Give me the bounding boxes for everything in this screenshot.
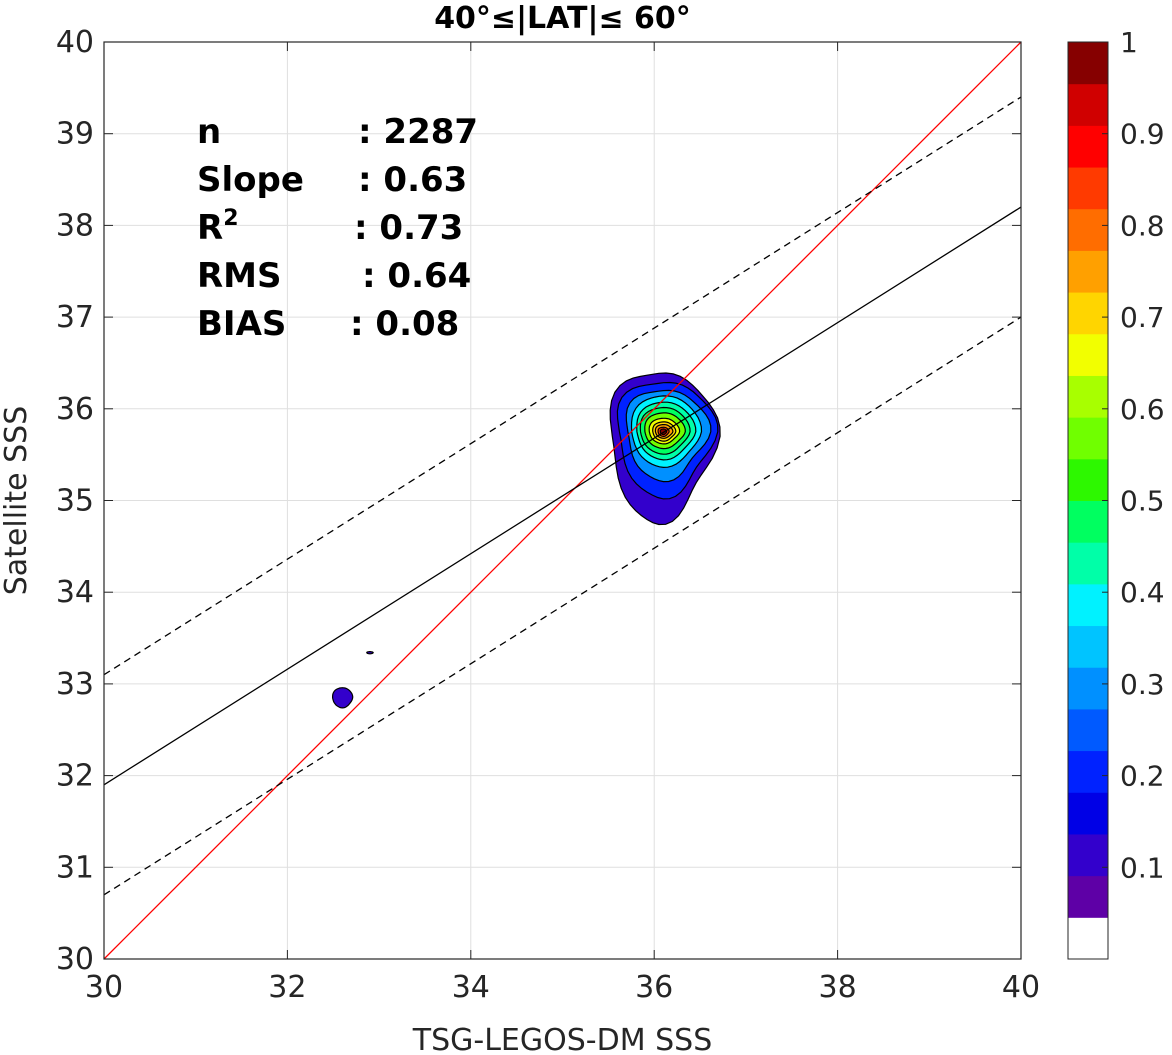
stat-value: : 0.73: [354, 208, 463, 248]
colorbar-segment: [1068, 500, 1108, 543]
colorbar-segment: [1068, 125, 1108, 168]
stat-value: : 2287: [358, 112, 478, 152]
colorbar-segment: [1068, 917, 1108, 960]
colorbar-segment: [1068, 667, 1108, 710]
y-tick-label: 32: [56, 759, 94, 794]
black-solid-line: [103, 206, 1022, 786]
colorbar-segment: [1068, 625, 1108, 668]
y-tick-label: 37: [56, 300, 94, 335]
y-tick-label: 33: [56, 667, 94, 702]
stat-label: Slope: [197, 160, 304, 200]
colorbar-tick-label: 0.7: [1120, 301, 1165, 334]
stat-value: : 0.08: [350, 304, 459, 344]
colorbar-segment: [1068, 167, 1108, 210]
stat-label: R2: [197, 206, 239, 248]
x-tick-label: 36: [635, 970, 673, 1005]
stat-value: : 0.63: [358, 160, 467, 200]
colorbar-segment: [1068, 333, 1108, 376]
red-solid-line: [103, 41, 1022, 960]
black-dashed-upper-line: [103, 96, 1022, 676]
black-dashed-lower-line: [103, 316, 1022, 896]
colorbar-segment: [1068, 542, 1108, 585]
colorbar-segment: [1068, 83, 1108, 126]
colorbar-segment: [1068, 833, 1108, 877]
colorbar-tick-label: 0.2: [1120, 760, 1165, 793]
colorbar-segment: [1068, 583, 1108, 627]
colorbar-tick-label: 0.9: [1120, 118, 1165, 151]
x-axis-label: TSG-LEGOS-DM SSS: [412, 1023, 713, 1055]
stats-box: n : 2287 Slope : 0.63 R2 : 0.73 RMS : 0.64 BIAS:…: [197, 112, 478, 344]
chart-title: 40°≤|LAT|≤ 60°: [434, 1, 691, 36]
colorbar-tick-label: 0.8: [1120, 209, 1165, 242]
x-tick-label: 34: [452, 970, 490, 1005]
y-tick-label: 39: [56, 117, 94, 152]
colorbar-tick-label: 0.4: [1120, 576, 1165, 609]
colorbar-tick-label: 0.5: [1120, 485, 1165, 518]
y-tick-label: 40: [56, 25, 94, 60]
colorbar-segment: [1068, 292, 1108, 335]
y-tick-label: 31: [56, 850, 94, 885]
colorbar-segment: [1068, 875, 1108, 918]
stat-label: n: [197, 112, 221, 152]
colorbar-tick-label: 1: [1120, 26, 1138, 59]
y-axis-label: Satellite SSS: [0, 406, 34, 596]
x-tick-label: 38: [819, 970, 857, 1005]
secondary-contour: [332, 687, 354, 709]
colorbar-segment: [1068, 417, 1108, 460]
colorbar-segment: [1068, 458, 1108, 501]
y-tick-label: 30: [56, 942, 94, 977]
x-tick-label: 40: [1002, 970, 1040, 1005]
colorbar-segment: [1068, 375, 1108, 418]
x-tick-label: 32: [268, 970, 306, 1005]
secondary-contour: [366, 651, 374, 655]
colorbar-segment: [1068, 792, 1108, 835]
colorbar: 0.1 0.2 0.3 0.4 0.5 0.6 0.7 0.8 0.9 1: [1067, 26, 1165, 960]
regression-lines: [103, 41, 1022, 960]
y-tick-label: 34: [56, 575, 94, 610]
stat-label: BIAS: [197, 304, 286, 344]
colorbar-segment: [1068, 42, 1108, 85]
density-contours: [332, 372, 721, 709]
y-tick-label: 35: [56, 484, 94, 519]
y-tick-label: 38: [56, 208, 94, 243]
colorbar-tick-label: 0.1: [1120, 851, 1165, 884]
stat-label: RMS: [197, 256, 282, 296]
colorbar-segment: [1068, 208, 1108, 251]
axis-ticks: 30 32 34 36 38 40 30 31 32 33 34 35 36 37 38 39 40: [56, 25, 1040, 1005]
colorbar-tick-label: 0.3: [1120, 668, 1165, 701]
y-tick-label: 36: [56, 392, 94, 427]
colorbar-segment: [1068, 750, 1108, 793]
colorbar-segment: [1068, 708, 1108, 752]
stat-value: : 0.64: [362, 256, 471, 296]
colorbar-tick-label: 0.6: [1120, 393, 1165, 426]
x-tick-label: 30: [85, 970, 123, 1005]
colorbar-segment: [1068, 250, 1108, 293]
